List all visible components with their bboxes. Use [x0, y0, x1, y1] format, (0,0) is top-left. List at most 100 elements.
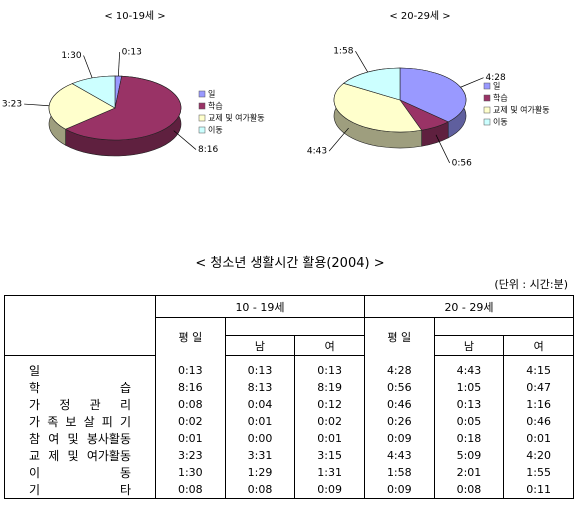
legend-label: 일: [208, 90, 215, 99]
row-label: 가 족 보 살 피 기: [29, 415, 131, 429]
leader-line: [355, 50, 369, 73]
table-cell: 3:31: [224, 447, 296, 464]
table-row: 가 족 보 살 피 기 0:02 0:01 0:02 0:26 0:05 0:46: [4, 413, 574, 430]
legend-label: 일: [493, 82, 500, 91]
table-cell: 0:01: [294, 430, 365, 447]
table-cell: 0:02: [155, 413, 226, 430]
blank-cell: [433, 317, 575, 336]
leader-line: [173, 130, 197, 150]
legend-swatch: [483, 94, 491, 102]
row-label-cell: 이 동: [4, 464, 156, 481]
row-label: 기 타: [29, 483, 131, 497]
table-cell: 3:15: [294, 447, 365, 464]
table-cell: 0:13: [155, 355, 226, 379]
table-cell: 0:00: [224, 430, 296, 447]
table-row: 학 습 8:16 8:13 8:19 0:56 1:05 0:47: [4, 379, 574, 396]
slice: [64, 75, 182, 141]
leader-line: [118, 52, 120, 77]
row-label: 가 정 관 리: [29, 398, 131, 412]
table-cell: 0:26: [363, 413, 435, 430]
legend-label: 이동: [493, 117, 508, 127]
table-cell: 0:08: [155, 481, 226, 499]
column-header: 남: [433, 335, 505, 356]
row-label-cell: 기 타: [4, 481, 156, 499]
data-label: 4:28: [486, 73, 506, 83]
leader-line: [83, 55, 93, 79]
blank-cell: [224, 317, 365, 336]
data-label: 0:13: [122, 48, 142, 58]
table-cell: 0:09: [294, 481, 365, 499]
row-label: 일: [29, 364, 41, 378]
table-cell: 0:47: [503, 379, 574, 396]
table-cell: 4:20: [503, 447, 574, 464]
table-cell: 0:13: [433, 396, 505, 413]
corner-cell: [4, 295, 156, 356]
table-cell: 0:18: [433, 430, 505, 447]
table-cell: 2:01: [433, 464, 505, 481]
row-label-cell: 가 족 보 살 피 기: [4, 413, 156, 430]
table-cell: 1:30: [155, 464, 226, 481]
row-label-cell: 교 제 및 여가활동: [4, 447, 156, 464]
row-label: 학 습: [29, 381, 131, 395]
table-body: 일 0:13 0:13 0:13 4:28 4:43 4:15 학 습 8:16 8:13 8:19…: [4, 355, 574, 499]
header-row: 남 여 남 여: [5, 335, 574, 356]
table-cell: 0:09: [363, 430, 435, 447]
table-cell: 0:46: [503, 413, 574, 430]
table-cell: 0:01: [155, 430, 226, 447]
table-cell: 8:16: [155, 379, 226, 396]
legend-swatch: [483, 118, 491, 126]
legend-label: 학습: [208, 101, 223, 111]
group-header: 20 - 29세: [363, 295, 575, 318]
row-label-cell: 참 여 및 봉사활동: [4, 430, 156, 447]
table-cell: 3:23: [155, 447, 226, 464]
slice: [399, 67, 467, 123]
table-cell: 8:13: [224, 379, 296, 396]
data-label: 0:56: [452, 158, 472, 168]
table-row: 이 동 1:30 1:29 1:31 1:58 2:01 1:55: [4, 464, 574, 481]
data-label: 8:16: [198, 145, 218, 155]
table-cell: 1:16: [503, 396, 574, 413]
group-header: 10 - 19세: [155, 295, 365, 318]
table-cell: 0:46: [363, 396, 435, 413]
column-header: 평 일: [155, 317, 226, 356]
table-row: 일 0:13 0:13 0:13 4:28 4:43 4:15: [4, 355, 574, 379]
table-cell: 0:01: [224, 413, 296, 430]
legend-label: 학습: [493, 93, 508, 103]
legend-swatch: [198, 90, 206, 98]
column-header: 평 일: [363, 317, 435, 356]
data-label: 3:23: [2, 100, 22, 110]
data-label: 1:58: [333, 47, 353, 57]
table-cell: 0:11: [503, 481, 574, 499]
table-cell: 5:09: [433, 447, 505, 464]
table-row: 가 정 관 리 0:08 0:04 0:12 0:46 0:13 1:16: [4, 396, 574, 413]
row-label: 이 동: [29, 466, 131, 480]
table-cell: 0:04: [224, 396, 296, 413]
legend-swatch: [198, 102, 206, 110]
table-cell: 1:31: [294, 464, 365, 481]
table-cell: 0:12: [294, 396, 365, 413]
table-cell: 1:29: [224, 464, 296, 481]
row-label-cell: 일: [4, 355, 156, 379]
table-title: < 청소년 생활시간 활용(2004) >: [195, 256, 385, 271]
table-cell: 0:08: [433, 481, 505, 499]
data-label: 1:30: [61, 51, 81, 61]
row-label-cell: 가 정 관 리: [4, 396, 156, 413]
table-cell: 0:56: [363, 379, 435, 396]
legend-swatch: [198, 126, 206, 134]
table-cell: 4:43: [363, 447, 435, 464]
table-cell: 0:02: [294, 413, 365, 430]
data-label: 4:43: [307, 147, 327, 157]
slice: [343, 67, 401, 101]
column-header: 여: [503, 335, 574, 356]
table-cell: 4:28: [363, 355, 435, 379]
legend-swatch: [198, 114, 206, 122]
column-header: 남: [224, 335, 296, 356]
header-row: 10 - 19세 20 - 29세: [4, 295, 575, 356]
table-cell: 8:19: [294, 379, 365, 396]
table-cell: 0:05: [433, 413, 505, 430]
data-table: 10 - 19세 20 - 29세 평 일 평 일 남 여 남 여 일 0:13 0…: [4, 295, 575, 499]
leader-line: [435, 134, 450, 164]
legend-label: 교제 및 여가활동: [208, 113, 265, 123]
